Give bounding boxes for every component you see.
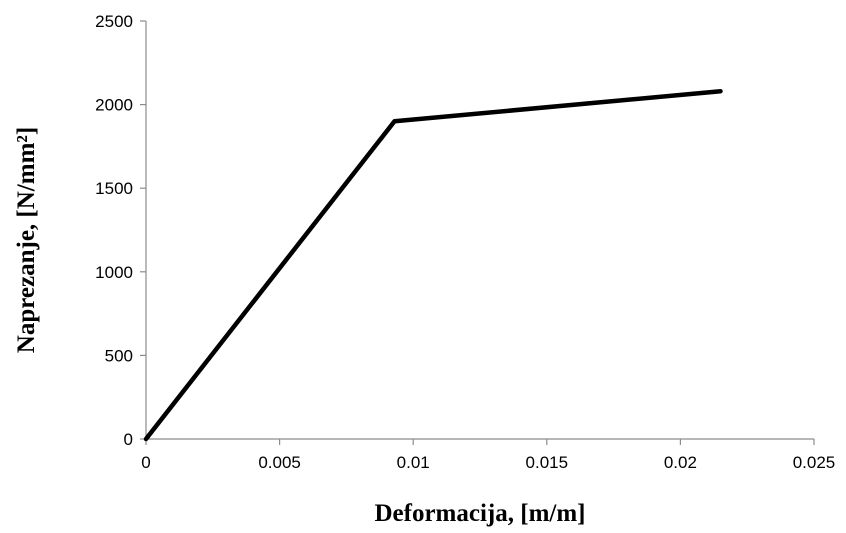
y-axis-ticks: 0 500 1000 1500 2000 2500 — [95, 12, 146, 449]
x-tick-label: 0 — [141, 453, 150, 472]
x-axis-title: Deformacija, [m/m] — [374, 500, 585, 527]
y-tick-label: 2000 — [95, 96, 133, 115]
y-tick-label: 500 — [105, 346, 133, 365]
x-tick-label: 0.025 — [793, 453, 836, 472]
y-axis-title: Naprezanje, [N/mm²] — [13, 127, 40, 353]
x-axis-ticks: 0 0.005 0.01 0.015 0.02 0.025 — [141, 439, 835, 472]
x-tick-label: 0.02 — [664, 453, 697, 472]
x-tick-label: 0.015 — [526, 453, 569, 472]
y-tick-label: 2500 — [95, 12, 133, 31]
y-tick-label: 1000 — [95, 263, 133, 282]
series-line — [143, 88, 723, 442]
x-tick-label: 0.005 — [258, 453, 301, 472]
x-tick-label: 0.01 — [397, 453, 430, 472]
y-tick-label: 0 — [124, 430, 133, 449]
y-tick-label: 1500 — [95, 179, 133, 198]
